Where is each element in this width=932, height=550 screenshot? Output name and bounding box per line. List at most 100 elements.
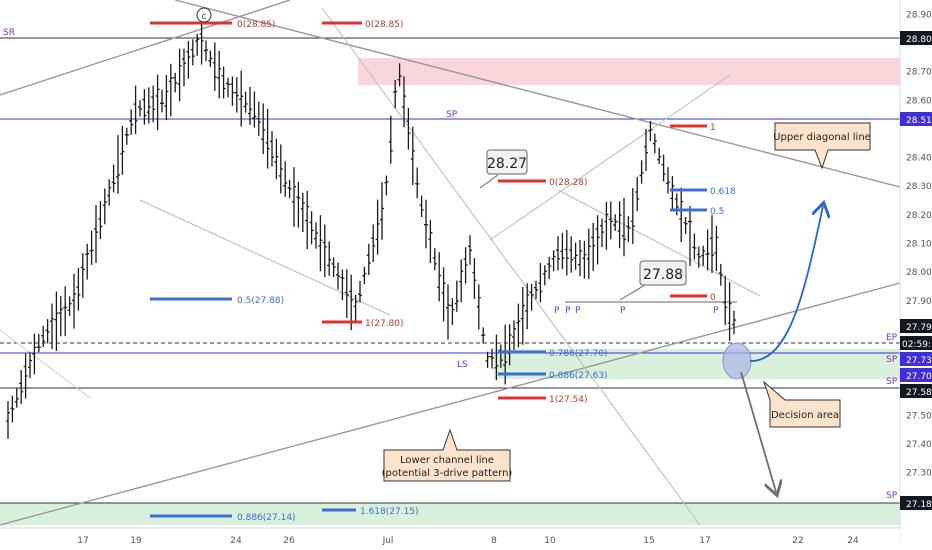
ohlc-bar [107, 179, 112, 206]
ohlc-bar [358, 280, 362, 303]
upper-left-channel [0, 0, 291, 96]
ohlc-bar [608, 201, 613, 240]
ohlc-bar [525, 283, 530, 330]
ohlc-bar [419, 195, 424, 218]
y-tick-label: 28.40 [906, 154, 932, 164]
c-point-circle [196, 7, 212, 23]
callout-upper-diagonal: Upper diagonal line [773, 122, 871, 170]
ohlc-bar [344, 269, 349, 318]
ohlc-bar [657, 147, 662, 164]
pattern-label-p: P [554, 306, 560, 316]
y-tick-label: 27.40 [906, 440, 932, 450]
ohlc-bar [604, 201, 609, 250]
thin-diagonal-1 [139, 199, 391, 316]
ohlc-bar [679, 187, 684, 242]
y-tick-label: 28.30 [906, 182, 932, 192]
decision-area-circle [722, 342, 752, 380]
resistance-zone [358, 58, 900, 85]
ohlc-bar [639, 160, 644, 184]
ohlc-bar [415, 167, 420, 199]
axis-tag-ep: 27.73 [900, 352, 932, 366]
ohlc-bar [635, 176, 640, 212]
y-tick-label: 28.70 [906, 68, 932, 78]
ohlc-bar [393, 80, 398, 109]
ohlc-bar [168, 63, 173, 117]
support-zone-bottom [0, 503, 900, 525]
x-tick-label: 10 [544, 536, 556, 546]
ohlc-bar [375, 199, 380, 255]
ohlc-bar [644, 129, 648, 171]
ohlc-bar [80, 253, 85, 298]
lower-channel-line [0, 282, 901, 526]
pattern-label-p: P [565, 306, 571, 316]
ohlc-bar [666, 167, 670, 194]
ohlc-bar [459, 259, 464, 303]
sp-right-label: SP [886, 355, 898, 365]
ohlc-bar [160, 89, 164, 113]
ohlc-bar [270, 131, 274, 167]
fib-label: 0(28.28) [549, 178, 588, 188]
y-tick-label: 28.90 [906, 10, 932, 20]
pattern-label-p: P [713, 306, 719, 316]
x-tick-label: 8 [491, 536, 497, 546]
ohlc-bar [124, 127, 129, 145]
ohlc-bar [701, 245, 706, 266]
ohlc-bar [560, 232, 565, 270]
ohlc-bar [582, 240, 587, 279]
fib-label: 0(28.85) [365, 20, 404, 30]
time-axis[interactable]: 17 19 24 26 Jul 8 10 15 17 22 24 [0, 527, 900, 550]
ohlc-bar [226, 77, 230, 98]
ohlc-bar [146, 87, 151, 124]
ohlc-bar [331, 257, 336, 278]
ohlc-bar [424, 199, 428, 249]
ohlc-bar [714, 225, 719, 272]
ohlc-bar [129, 109, 134, 135]
ohlc-bar [50, 303, 54, 350]
ohlc-bar [617, 201, 622, 249]
fib-label: 0.886(27.14) [237, 513, 296, 523]
callout-text: (potential 3-drive pattern) [382, 468, 513, 479]
ohlc-bar [217, 50, 222, 99]
price-tag-28-27: 28.27 [479, 149, 528, 189]
ohlc-bar [380, 182, 384, 240]
ohlc-bar [10, 395, 15, 423]
ohlc-bar [384, 175, 389, 196]
price-tag-text: 28.27 [487, 156, 527, 172]
ohlc-bar [305, 190, 310, 250]
ohlc-bar [23, 353, 28, 399]
ohlc-bar [177, 48, 182, 102]
ohlc-bar [327, 241, 332, 276]
y-tick-label: 28.20 [906, 211, 932, 221]
ohlc-bar [283, 161, 288, 197]
fib-label: 1.618(27.15) [360, 507, 419, 517]
pattern-label-p: P [620, 306, 626, 316]
x-tick-label: 17 [699, 536, 710, 546]
y-tick-label: 27.90 [906, 297, 932, 307]
ohlc-bar [314, 222, 318, 249]
ohlc-bar [727, 282, 732, 341]
ohlc-bar [410, 126, 415, 185]
upper-diagonal-line [174, 0, 901, 188]
fib-label: 1 [710, 123, 716, 133]
price-tag-text: 27.88 [643, 267, 683, 283]
x-tick-label: 24 [230, 536, 242, 546]
ohlc-bar [516, 303, 521, 348]
price-axis[interactable]: 27.30 27.40 27.50 27.90 28.00 28.10 28.20 28.30… [899, 0, 932, 540]
y-tick-label: 27.50 [906, 411, 932, 421]
ohlc-bar [230, 76, 235, 106]
sp-bottom-label: SP [886, 491, 898, 501]
ohlc-bar [630, 188, 635, 244]
ohlc-bar [116, 135, 120, 194]
sp-right-label: SP [886, 377, 898, 387]
svg-text:02:59:14: 02:59:14 [902, 340, 932, 350]
callout-lower-channel: Lower channel line (potential 3-drive pa… [382, 428, 513, 482]
ohlc-bar [89, 230, 94, 265]
ohlc-bar [340, 269, 345, 301]
pattern-label-ls: LS [457, 360, 468, 370]
ohlc-bar [718, 263, 723, 286]
ohlc-bar [674, 193, 679, 216]
ohlc-bar [278, 144, 283, 194]
fib-label: 0.5(27.88) [237, 296, 284, 306]
ohlc-bar [670, 175, 675, 210]
